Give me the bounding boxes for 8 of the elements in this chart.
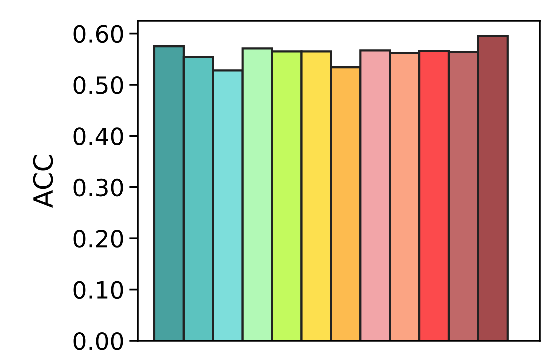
y-tick-label: 0.20 xyxy=(74,230,124,248)
y-tick-label: 0.60 xyxy=(74,25,124,44)
y-tick-label: 0.40 xyxy=(74,128,124,146)
y-tick-label: 0.00 xyxy=(74,332,124,350)
y-axis-title: ACC xyxy=(33,155,54,208)
y-tick-label: 0.30 xyxy=(74,178,124,197)
y-tick-label: 0.10 xyxy=(74,281,124,300)
y-tick-label: 0.50 xyxy=(74,76,124,94)
